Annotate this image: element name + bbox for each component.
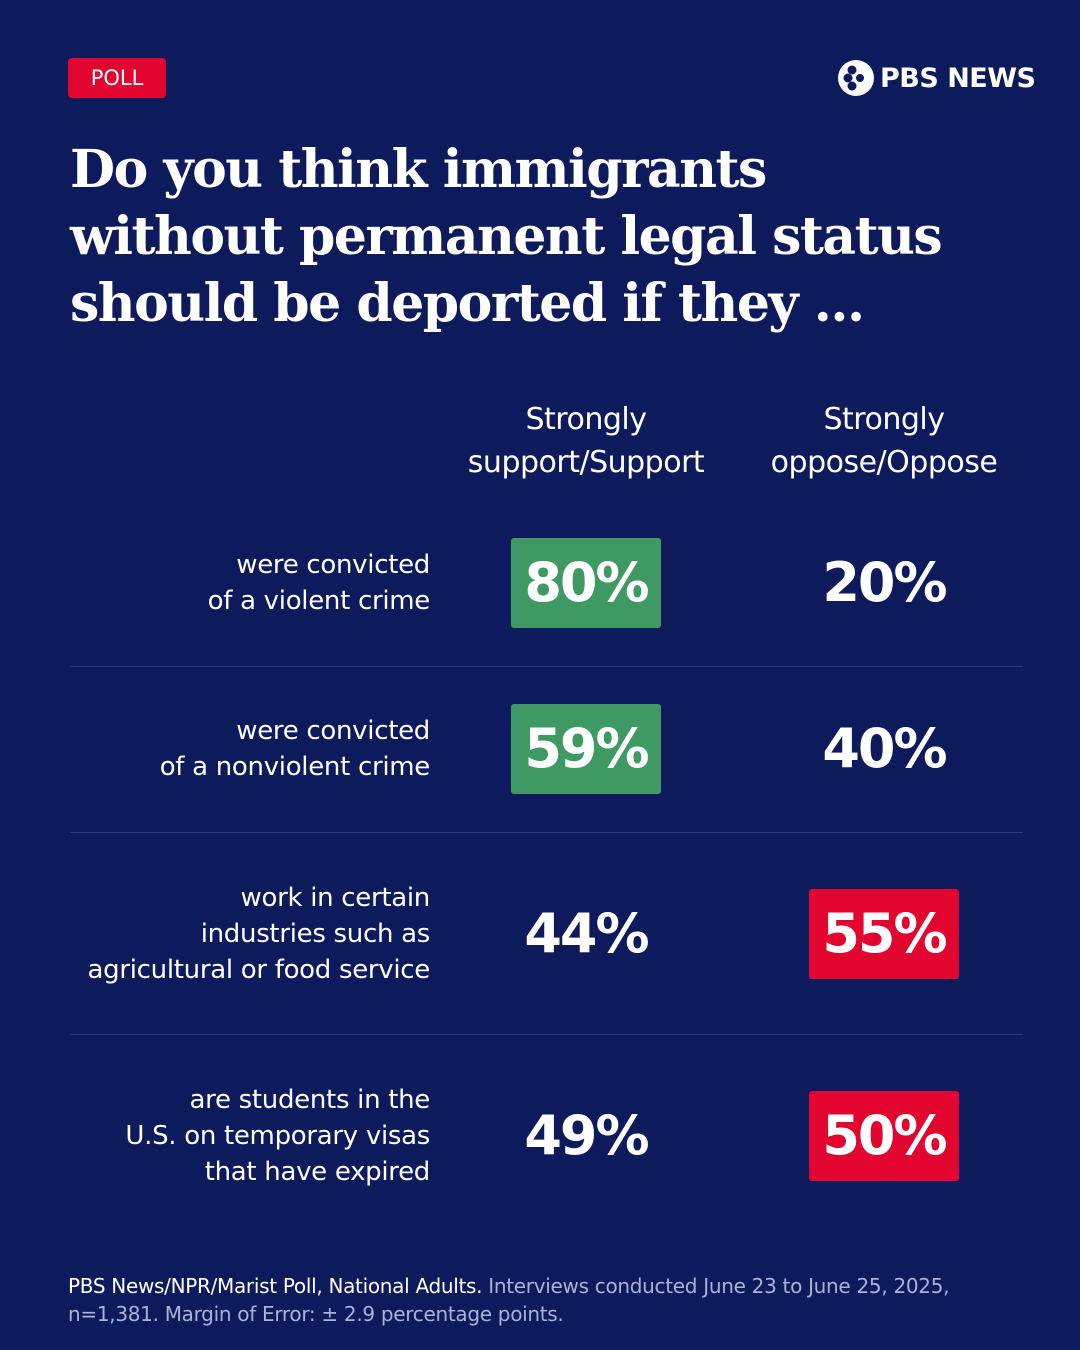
label-line: that have expired [204, 1157, 431, 1187]
label-line: are students in the [189, 1085, 431, 1115]
brand-icon [838, 60, 874, 96]
row-label: are students in the U.S. on temporary vis… [10, 1082, 430, 1190]
value-cell: 55% [809, 889, 959, 979]
row-separator [70, 1034, 1023, 1035]
value-cell: 20% [822, 551, 947, 614]
brand-name: PBS NEWS [880, 62, 1036, 94]
label-line: industries such as [200, 919, 431, 949]
label-line: agricultural or food service [87, 955, 431, 985]
value-cell: 80% [511, 538, 661, 628]
label-line: were convicted [236, 550, 430, 580]
label-line: U.S. on temporary visas [125, 1121, 430, 1151]
row-label: were convicted of a nonviolent crime [10, 713, 431, 785]
footnote-details: Interviews conducted June 23 to June 25,… [68, 1274, 950, 1326]
value-cell: 50% [809, 1091, 959, 1181]
row-separator [70, 832, 1023, 833]
poll-badge: POLL [68, 58, 166, 98]
column-header: Strongly oppose/Oppose [770, 402, 998, 480]
label-line: work in certain [240, 883, 431, 913]
value-cell: 49% [524, 1104, 649, 1167]
column-header: Strongly support/Support [467, 402, 705, 480]
label-line: of a nonviolent crime [159, 752, 431, 782]
footnote: PBS News/NPR/Marist Poll, National Adult… [68, 1272, 1008, 1328]
label-line: were convicted [236, 716, 430, 746]
row-label: work in certain industries such as agricul… [10, 880, 431, 988]
value-cell: 59% [511, 704, 661, 794]
row-separator [70, 666, 1023, 667]
title: Do you think immigrants without permanen… [70, 139, 943, 334]
label-line: of a violent crime [207, 586, 431, 616]
footnote-source: PBS News/NPR/Marist Poll, National Adult… [68, 1274, 483, 1298]
brand-logo: PBS NEWS [836, 58, 1036, 98]
value-cell: 40% [822, 717, 947, 780]
value-cell: 44% [524, 902, 649, 965]
row-label: were convicted of a violent crime [10, 547, 431, 619]
